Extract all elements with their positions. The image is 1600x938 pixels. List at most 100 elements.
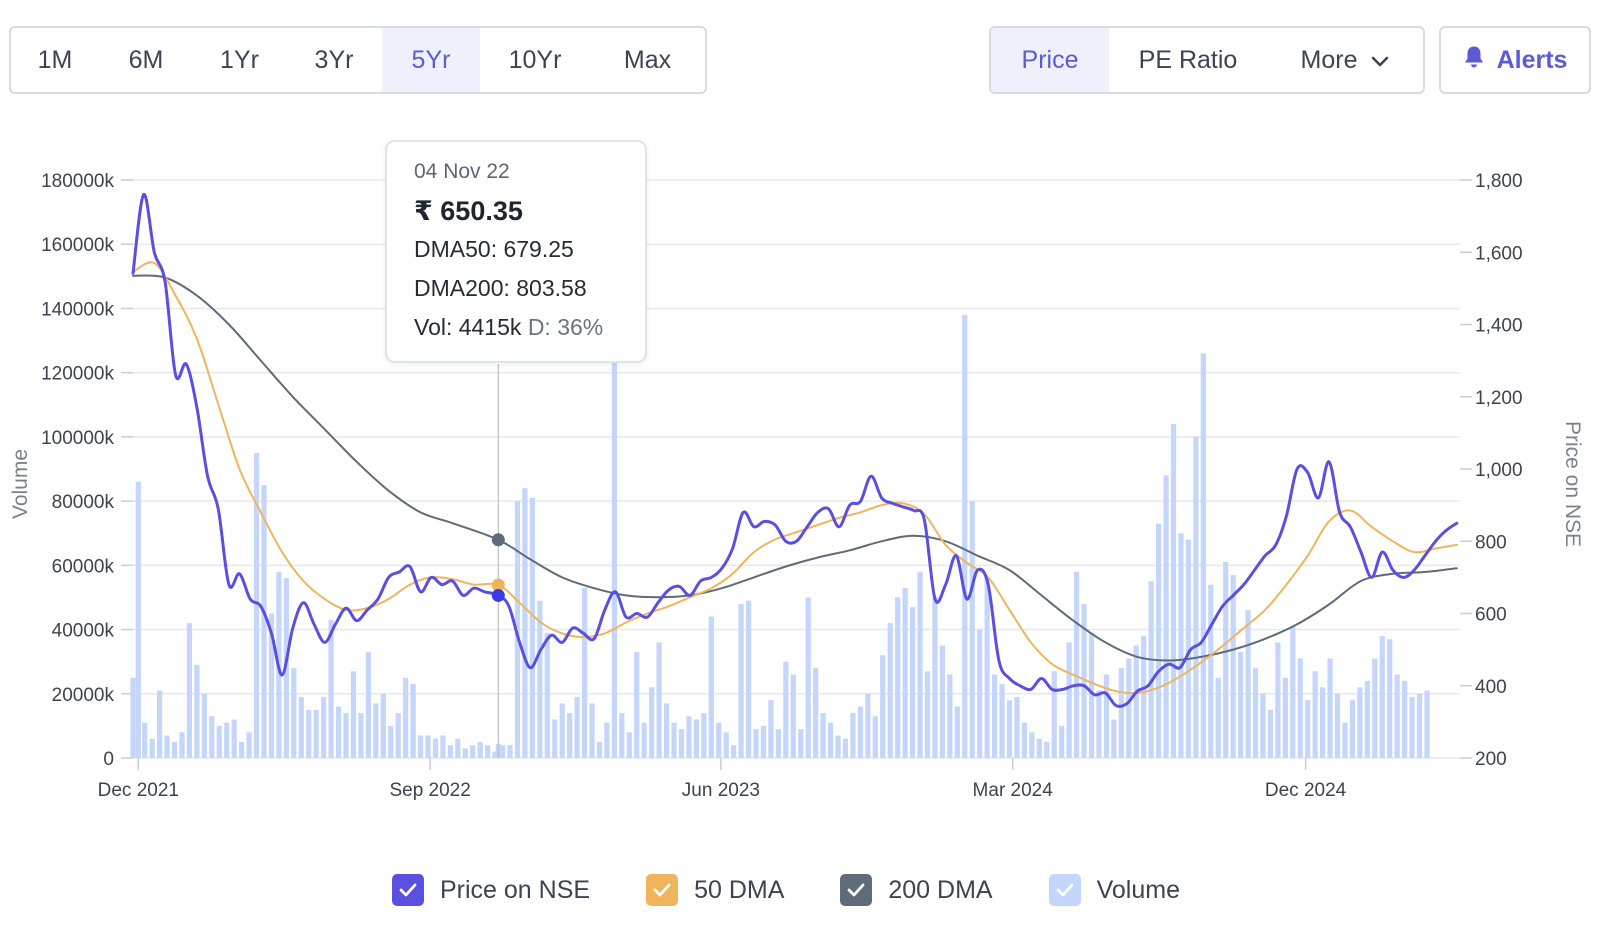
right-axis-tick-label: 200 — [1475, 749, 1507, 770]
check-icon — [392, 874, 424, 906]
left-axis-tick-label: 120000k — [41, 364, 114, 385]
dma200-line — [132, 274, 1458, 662]
legend-label-50dma: 50 DMA — [694, 875, 785, 904]
volume-bar — [1252, 668, 1259, 758]
volume-bar — [1364, 680, 1370, 758]
volume-bar — [1215, 677, 1221, 758]
volume-bar — [380, 693, 386, 758]
range-button-1yr[interactable]: 1Yr — [220, 45, 259, 74]
volume-bar — [253, 452, 260, 758]
volume-bar — [805, 597, 811, 758]
volume-bar — [1223, 562, 1229, 758]
volume-bar — [298, 696, 304, 758]
volume-bar — [880, 655, 886, 758]
volume-bar — [1193, 436, 1199, 758]
volume-bar — [738, 603, 744, 758]
volume-bar — [1014, 696, 1020, 758]
volume-bar — [135, 481, 141, 758]
volume-bar — [559, 703, 565, 758]
volume-bar — [1282, 677, 1288, 758]
volume-bar — [157, 690, 163, 758]
volume-bar — [179, 732, 185, 758]
volume-bar — [984, 578, 990, 758]
volume-bar — [969, 501, 975, 758]
pe-ratio-tab[interactable]: PE Ratio — [1138, 45, 1238, 74]
volume-bar — [775, 729, 781, 758]
volume-bar — [954, 706, 960, 758]
legend-item-200dma[interactable]: 200 DMA — [840, 874, 993, 906]
volume-bar — [902, 587, 908, 758]
volume-bar — [1208, 584, 1214, 758]
metric-selector: Price PE Ratio More — [989, 26, 1425, 94]
right-axis-title: Price on NSE — [1561, 421, 1584, 547]
volume-bar — [567, 713, 573, 758]
volume-bar — [1148, 581, 1154, 758]
volume-bar — [201, 693, 207, 758]
volume-bar — [522, 488, 528, 758]
volume-bar — [1051, 671, 1057, 758]
left-axis-tick-label: 100000k — [41, 428, 114, 449]
volume-bar — [999, 684, 1005, 758]
volume-bar — [991, 674, 998, 758]
volume-bar — [268, 613, 275, 758]
volume-bar — [842, 738, 849, 758]
range-button-6m[interactable]: 6M — [128, 45, 164, 74]
left-axis-tick-label: 60000k — [52, 556, 115, 577]
volume-bar — [745, 600, 752, 758]
volume-bar — [1305, 700, 1311, 758]
volume-bar — [753, 729, 759, 758]
volume-bar — [693, 719, 699, 758]
volume-bar — [1245, 610, 1251, 758]
volume-bar — [1349, 700, 1356, 758]
volume-bar — [1409, 696, 1415, 758]
volume-bar — [619, 713, 625, 758]
legend-item-50dma[interactable]: 50 DMA — [646, 874, 784, 906]
range-button-max[interactable]: Max — [623, 45, 672, 74]
volume-bar — [686, 716, 692, 758]
volume-bar — [1066, 642, 1072, 758]
volume-bar — [507, 745, 513, 758]
volume-bar — [1402, 680, 1408, 758]
volume-bar — [634, 652, 640, 758]
volume-bar — [171, 741, 178, 758]
right-axis-tick-label: 1,200 — [1475, 388, 1523, 409]
volume-bar — [1073, 571, 1080, 758]
volume-bar — [768, 700, 774, 758]
range-button-1m[interactable]: 1M — [37, 45, 73, 74]
range-button-10yr[interactable]: 10Yr — [508, 45, 562, 74]
range-button-3yr[interactable]: 3Yr — [314, 45, 354, 74]
volume-bar — [1126, 658, 1132, 758]
volume-bar — [373, 703, 379, 758]
volume-bar — [798, 729, 804, 758]
volume-bar — [790, 674, 796, 758]
volume-bar — [701, 713, 707, 758]
volume-bar — [917, 571, 923, 758]
volume-bar — [962, 314, 968, 758]
legend-item-volume[interactable]: Volume — [1048, 874, 1180, 906]
volume-bar — [388, 725, 394, 758]
volume-bar — [313, 709, 319, 758]
legend-item-price[interactable]: Price on NSE — [392, 874, 590, 906]
right-axis-tick-label: 400 — [1475, 677, 1507, 698]
range-button-5yr[interactable]: 5Yr — [382, 28, 480, 92]
tooltip-dma200: DMA200: 803.58 — [414, 275, 587, 301]
volume-bar — [626, 732, 632, 758]
volume-bar — [671, 722, 677, 758]
price-tab[interactable]: Price — [991, 28, 1109, 92]
right-axis-tick-label: 1,600 — [1475, 243, 1523, 264]
alerts-button[interactable]: Alerts — [1439, 26, 1591, 94]
volume-bar — [1357, 687, 1363, 758]
volume-bar — [1029, 732, 1035, 758]
volume-bar — [149, 738, 155, 758]
left-axis-tick-label: 0 — [103, 749, 114, 770]
volume-bar — [1320, 687, 1326, 758]
right-axis-tick-label: 1,800 — [1475, 171, 1523, 192]
chevron-down-icon — [1371, 46, 1389, 75]
volume-bar — [1342, 722, 1348, 758]
more-dropdown[interactable]: More — [1267, 28, 1423, 92]
right-axis-tick-label: 1,400 — [1475, 316, 1523, 337]
volume-bar — [142, 722, 148, 758]
chart-tooltip: 04 Nov 22 ₹ 650.35 DMA50: 679.25 DMA200:… — [385, 140, 647, 363]
left-axis-tick-label: 80000k — [52, 492, 115, 513]
